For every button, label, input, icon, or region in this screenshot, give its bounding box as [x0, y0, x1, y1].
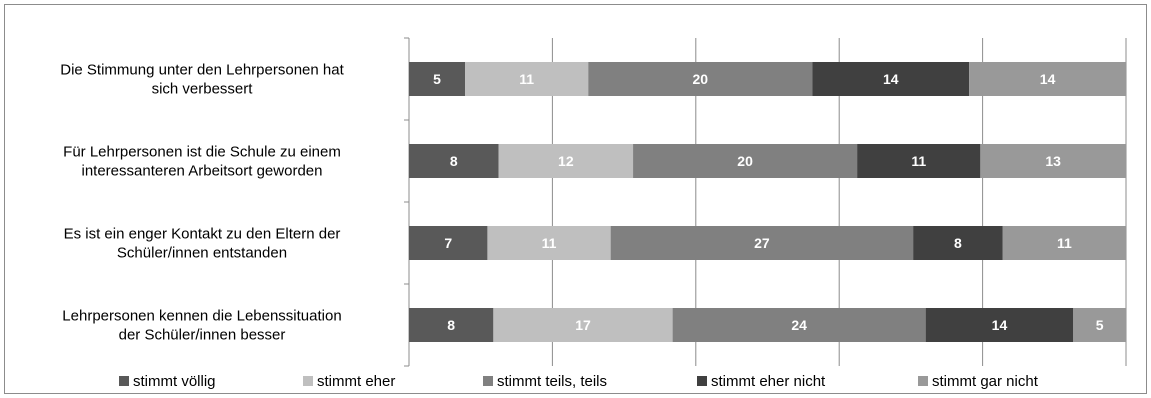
- category-labels: Die Stimmung unter den Lehrpersonen hat s…: [60, 62, 344, 344]
- data-label: 13: [1045, 153, 1061, 169]
- legend-entry: stimmt eher: [317, 373, 395, 390]
- data-label: 20: [692, 71, 708, 87]
- bar-segment: [498, 144, 634, 178]
- data-label: 11: [519, 71, 534, 87]
- bars: 5 11 20 14 14 8 12 20 11 13 7 11 27 8 11 8 17 24 14 5: [409, 62, 1126, 342]
- bar-segment: [409, 144, 499, 178]
- bar-segment: [633, 144, 858, 178]
- bar-segment: [610, 226, 914, 260]
- bar-segment: [925, 308, 1074, 342]
- bar-segment: [588, 62, 813, 96]
- bar-segment: [980, 144, 1126, 178]
- bar-segment: [493, 308, 673, 342]
- data-label: 20: [737, 153, 753, 169]
- legend-swatch: [918, 376, 928, 386]
- legend: stimmt völlig stimmt eher stimmt teils, te…: [119, 373, 1039, 390]
- bar-segment: [857, 144, 981, 178]
- legend-entry: stimmt eher nicht: [711, 373, 826, 390]
- data-label: 27: [754, 235, 770, 251]
- data-label: 8: [954, 235, 962, 251]
- category-label: Es ist ein enger Kontakt zu den Eltern d…: [64, 226, 341, 262]
- bar-segment: [465, 62, 589, 96]
- bar-segment: [409, 308, 494, 342]
- data-label: 17: [575, 317, 591, 333]
- bar-segment: [487, 226, 611, 260]
- bar-segment: [1073, 308, 1126, 342]
- legend-swatch: [119, 376, 129, 386]
- legend-swatch: [483, 376, 493, 386]
- data-label: 12: [558, 153, 574, 169]
- data-label: 11: [911, 153, 926, 169]
- data-label: 24: [791, 317, 807, 333]
- data-label: 14: [1040, 71, 1056, 87]
- category-label: Lehrpersonen kennen die Lebenssituation d…: [62, 308, 341, 344]
- category-label: Für Lehrpersonen ist die Schule zu einem…: [63, 144, 341, 180]
- data-label: 7: [444, 235, 452, 251]
- bar-segment: [969, 62, 1126, 96]
- data-label: 5: [433, 71, 441, 87]
- legend-entry: stimmt teils, teils: [497, 373, 607, 390]
- bar-segment: [1002, 226, 1126, 260]
- data-label: 8: [447, 317, 455, 333]
- legend-swatch: [697, 376, 707, 386]
- bar-segment: [812, 62, 970, 96]
- legend-entry: stimmt völlig: [133, 373, 216, 390]
- data-label: 14: [883, 71, 899, 87]
- bar-segment: [409, 226, 488, 260]
- data-label: 11: [542, 235, 557, 251]
- category-label: Die Stimmung unter den Lehrpersonen hat s…: [60, 62, 344, 98]
- bar-segment: [672, 308, 926, 342]
- legend-swatch: [303, 376, 313, 386]
- bar-segment: [913, 226, 1003, 260]
- data-label: 14: [992, 317, 1008, 333]
- data-label: 5: [1096, 317, 1104, 333]
- legend-entry: stimmt gar nicht: [932, 373, 1039, 390]
- data-label: 8: [450, 153, 458, 169]
- data-label: 11: [1057, 235, 1072, 251]
- bar-segment: [409, 62, 466, 96]
